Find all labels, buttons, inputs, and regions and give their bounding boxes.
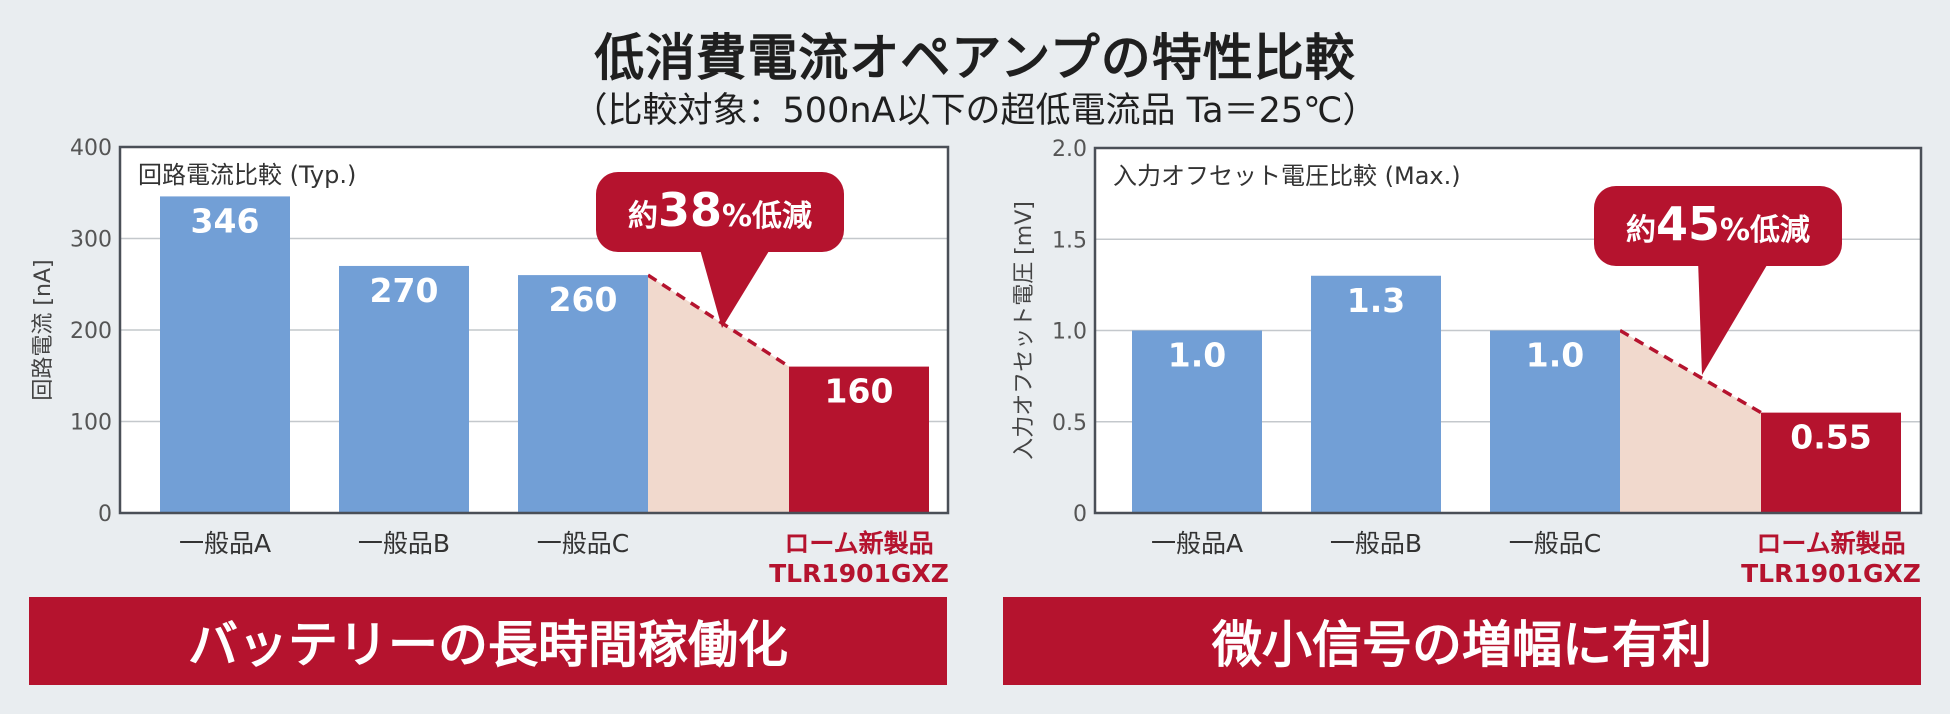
chart1-chart-title: 回路電流比較 (Typ.) — [138, 161, 356, 189]
chart2-bar — [1761, 412, 1901, 513]
chart2-bar — [1132, 330, 1262, 513]
battery-life-banner: バッテリーの長時間稼働化 — [29, 597, 947, 685]
chart1-callout-text: 約38%低減 — [628, 183, 812, 237]
chart2-bar-value-label: 1.0 — [1168, 336, 1226, 375]
chart1-x-category-label: 一般品B — [358, 529, 450, 558]
chart1-reduction-shade — [648, 275, 789, 513]
chart1-bar — [518, 275, 648, 513]
chart2-bar-value-label: 0.55 — [1790, 418, 1871, 457]
chart2-callout-pointer — [1698, 264, 1768, 375]
chart2-y-axis-label: 入力オフセット電圧 [mV] — [1012, 201, 1037, 460]
chart2-bar-value-label: 1.3 — [1347, 281, 1405, 320]
chart1-bar-value-label: 260 — [549, 280, 618, 319]
chart1-bar-value-label: 346 — [191, 201, 260, 240]
chart2-reduction-shade — [1620, 330, 1761, 513]
chart1-y-tick-label: 100 — [70, 411, 112, 436]
chart2-y-tick-label: 1.5 — [1052, 228, 1087, 253]
chart2-y-tick-label: 0.5 — [1052, 411, 1087, 436]
chart1-y-tick-label: 0 — [98, 502, 112, 527]
chart2-y-tick-label: 2.0 — [1052, 137, 1087, 162]
chart2-x-category-label: 一般品A — [1151, 529, 1243, 558]
page-subtitle: （比較対象：500nA以下の超低電流品 Ta＝25℃） — [572, 91, 1378, 131]
chart2-x-category-label: 一般品C — [1509, 529, 1601, 558]
chart1-bar — [160, 196, 290, 513]
chart1-x-category-label: 一般品A — [179, 529, 271, 558]
chart1-x-category-label: TLR1901GXZ — [769, 559, 949, 588]
chart2-x-category-label: ローム新製品 — [1756, 529, 1905, 558]
chart2-bar-value-label: 1.0 — [1526, 336, 1584, 375]
chart1-bar-value-label: 270 — [370, 271, 439, 310]
chart2-chart-title: 入力オフセット電圧比較 (Max.) — [1113, 162, 1461, 190]
chart1-bar-value-label: 160 — [825, 372, 894, 411]
chart2-x-category-label: TLR1901GXZ — [1741, 559, 1921, 588]
small-signal-banner: 微小信号の増幅に有利 — [1003, 597, 1921, 685]
chart1-y-axis-label: 回路電流 [nA] — [31, 259, 56, 400]
chart2-y-tick-label: 1.0 — [1052, 320, 1087, 345]
chart2-x-category-label: 一般品B — [1330, 529, 1422, 558]
chart1-y-tick-label: 400 — [70, 136, 112, 161]
chart2-callout-bubble — [1594, 186, 1842, 266]
chart1-bar — [789, 366, 929, 513]
chart1-x-category-label: 一般品C — [537, 529, 629, 558]
chart1-reduction-dashed-line — [647, 273, 790, 369]
page-title: 低消費電流オペアンプの特性比較 — [594, 29, 1356, 87]
chart1-y-tick-label: 200 — [70, 319, 112, 344]
chart1-plot-frame — [118, 145, 950, 515]
chart1-bar — [339, 265, 469, 513]
chart2-bar — [1311, 275, 1441, 513]
chart1-x-category-label: ローム新製品 — [784, 529, 933, 558]
chart1-callout-bubble — [596, 172, 844, 252]
chart2-callout-text: 約45%低減 — [1626, 197, 1810, 251]
chart1-callout-pointer — [700, 250, 770, 328]
chart1-y-tick-label: 300 — [70, 228, 112, 253]
chart2-plot-frame — [1093, 146, 1923, 515]
chart2-y-tick-label: 0 — [1073, 502, 1087, 527]
chart2-bar — [1490, 330, 1620, 513]
